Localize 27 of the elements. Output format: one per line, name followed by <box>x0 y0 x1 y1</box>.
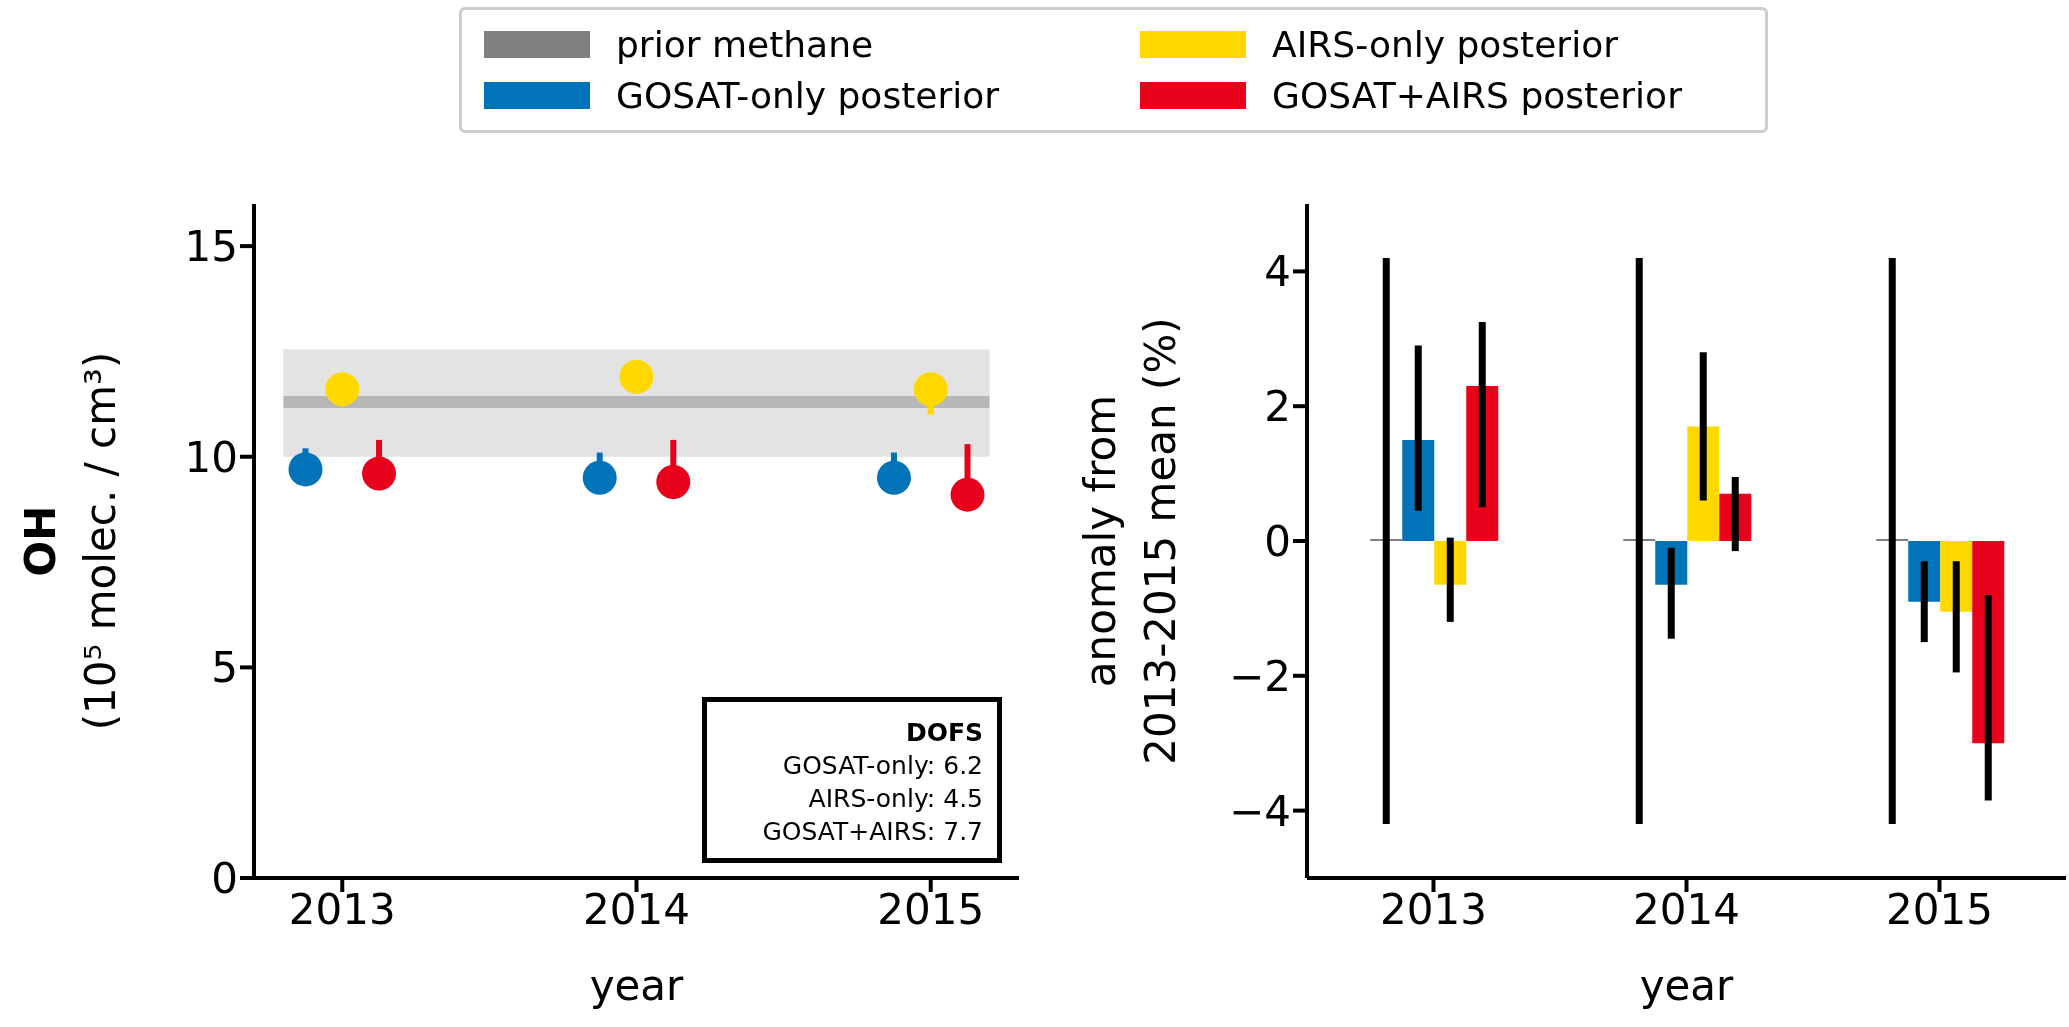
y-tick-label: 0 <box>1264 516 1291 566</box>
y-tick-label: 4 <box>1264 247 1291 297</box>
y-tick-label: 0 <box>211 853 238 903</box>
y-tick-label: 2 <box>1264 382 1291 432</box>
x-tick-label: 2014 <box>583 884 690 934</box>
legend-label: GOSAT+AIRS posterior <box>1272 75 1682 116</box>
y-tick-label: −2 <box>1229 651 1291 701</box>
annotation: AIRS-only: 4.5 <box>807 783 983 815</box>
annotation: GOSAT+AIRS: 7.7 <box>761 816 983 848</box>
x-tick-label: 2015 <box>877 884 985 934</box>
x-axis-title: year <box>589 961 685 1010</box>
x-tick-label: 2013 <box>1380 884 1487 934</box>
y-axis-title: OH (10⁵ molec. / cm³) <box>15 351 125 731</box>
annotation: DOFS <box>904 717 983 749</box>
y-axis-title: anomaly from 2013-2015 mean (%) <box>1075 317 1185 765</box>
x-tick-label: 2015 <box>1886 884 1993 934</box>
y-tick-label: −4 <box>1229 786 1291 836</box>
annotation: GOSAT-only: 6.2 <box>781 750 983 782</box>
x-tick-label: 2014 <box>1633 884 1740 934</box>
legend-label: AIRS-only posterior <box>1272 24 1618 65</box>
legend-label: prior methane <box>616 24 874 65</box>
y-tick-label: 15 <box>184 222 238 272</box>
legend-label: GOSAT-only posterior <box>616 75 1000 116</box>
x-tick-label: 2013 <box>288 884 396 934</box>
y-tick-label: 5 <box>211 643 238 693</box>
x-axis-title: year <box>1639 961 1735 1010</box>
y-tick-label: 10 <box>184 432 238 482</box>
